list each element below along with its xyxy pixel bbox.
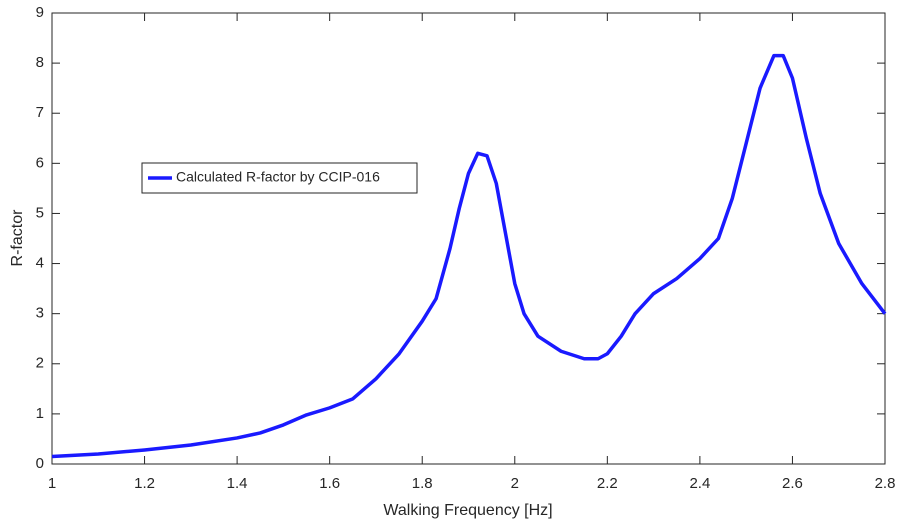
- legend-label: Calculated R-factor by CCIP-016: [176, 169, 380, 185]
- y-tick-label: 9: [36, 4, 44, 21]
- y-tick-label: 5: [36, 204, 44, 221]
- x-tick-label: 1.8: [412, 475, 433, 492]
- x-tick-label: 1.6: [319, 475, 340, 492]
- y-tick-label: 6: [36, 154, 44, 171]
- x-tick-label: 2.4: [689, 475, 710, 492]
- x-tick-label: 2: [511, 475, 519, 492]
- y-tick-label: 4: [36, 255, 44, 272]
- y-tick-label: 0: [36, 455, 44, 472]
- y-tick-label: 8: [36, 54, 44, 71]
- plot-area: [51, 12, 886, 465]
- y-tick-label: 7: [36, 104, 44, 121]
- y-axis-label: R-factor: [9, 209, 26, 267]
- legend-box: [141, 162, 418, 194]
- x-tick-label: 1.4: [227, 475, 248, 492]
- data-line: [51, 53, 887, 459]
- x-tick-label: 1: [48, 475, 56, 492]
- y-tick-label: 3: [36, 305, 44, 322]
- x-tick-label: 2.2: [597, 475, 618, 492]
- x-tick-label: 1.2: [134, 475, 155, 492]
- y-tick-label: 1: [36, 405, 44, 422]
- x-tick-label: 2.6: [782, 475, 803, 492]
- y-tick-label: 2: [36, 355, 44, 372]
- x-tick-label: 2.8: [875, 475, 896, 492]
- x-axis-label: Walking Frequency [Hz]: [383, 502, 552, 519]
